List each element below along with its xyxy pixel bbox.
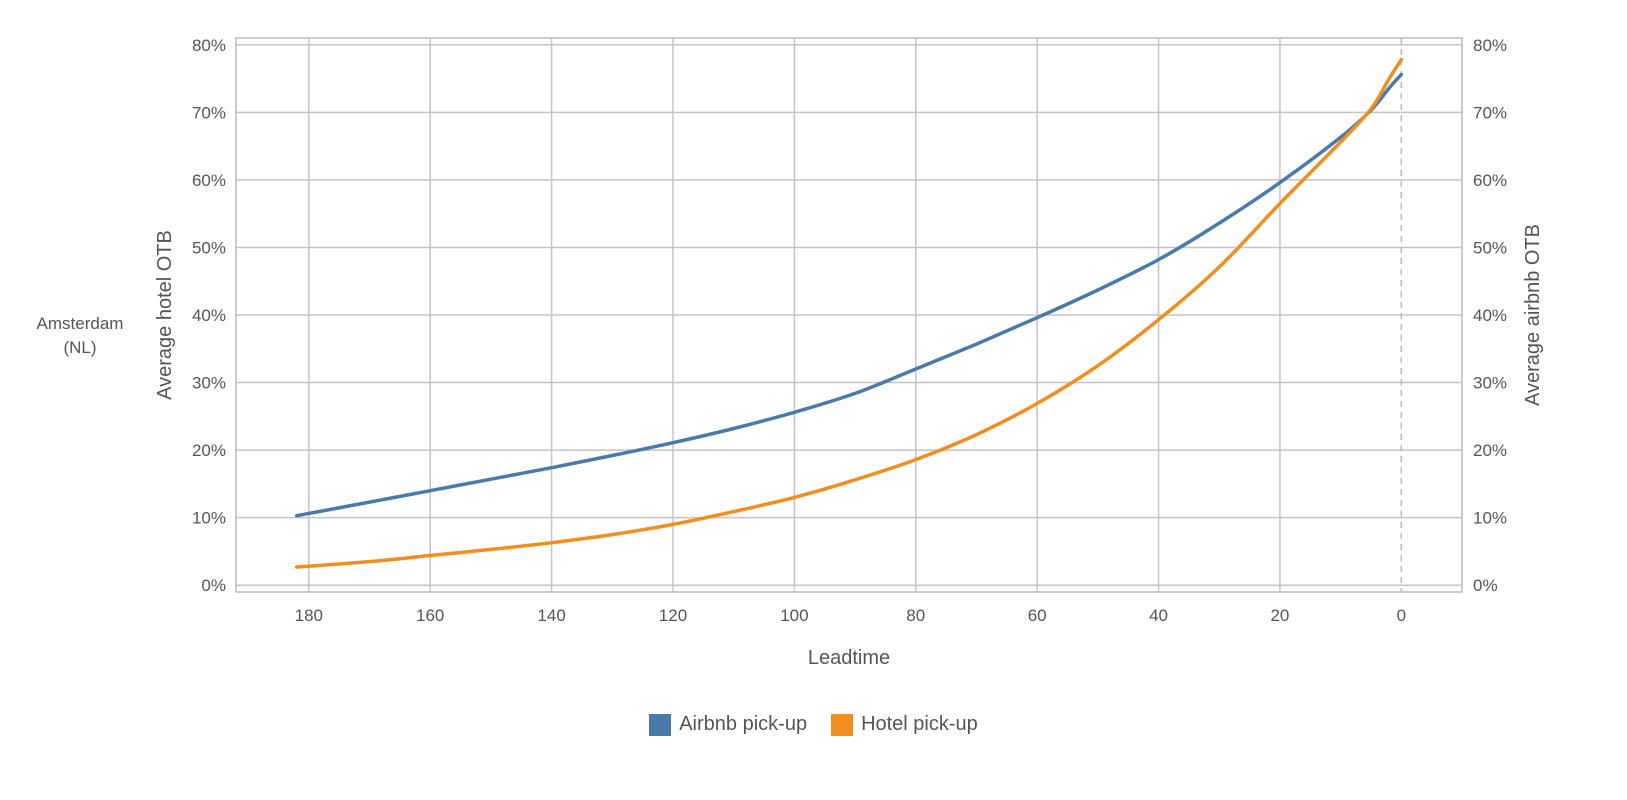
x-tick-label: 140 (537, 606, 565, 625)
right-y-axis-title: Average airbnb OTB (1522, 224, 1544, 406)
legend-swatch-hotel (831, 713, 854, 736)
right-y-tick-label: 30% (1473, 374, 1507, 393)
legend: Airbnb pick-up Hotel pick-up (0, 713, 1627, 736)
x-tick-label: 60 (1028, 606, 1047, 625)
right-y-tick-label: 10% (1473, 509, 1507, 528)
x-tick-label: 80 (906, 606, 925, 625)
x-tick-label: 160 (416, 606, 444, 625)
row-label-line-2: (NL) (63, 338, 97, 357)
left-y-tick-label: 30% (192, 374, 226, 393)
x-tick-label: 0 (1397, 606, 1406, 625)
left-y-tick-label: 60% (192, 171, 226, 190)
left-y-tick-label: 70% (192, 103, 226, 122)
left-y-tick-label: 50% (192, 238, 226, 257)
right-y-tick-label: 70% (1473, 103, 1507, 122)
x-axis-title: Leadtime (808, 647, 890, 669)
x-tick-label: 120 (659, 606, 687, 625)
legend-swatch-airbnb (649, 713, 672, 736)
left-y-axis-title: Average hotel OTB (154, 230, 176, 400)
x-tick-label: 20 (1270, 606, 1289, 625)
left-y-tick-label: 40% (192, 306, 226, 325)
grid (236, 38, 1462, 592)
row-label: Amsterdam (NL) (20, 312, 140, 360)
row-label-line-1: Amsterdam (36, 314, 124, 333)
series-lines (294, 57, 1404, 569)
left-y-tick-label: 0% (201, 576, 226, 595)
legend-label-airbnb: Airbnb pick-up (679, 713, 808, 735)
left-y-tick-label: 20% (192, 441, 226, 460)
left-y-tick-label: 80% (192, 36, 226, 55)
tick-labels: 0% 0% 10% 10% 20% 20% 30% 30% 40% 40% 50% 50% 60% 60%… (192, 36, 1507, 625)
right-y-tick-label: 60% (1473, 171, 1507, 190)
legend-label-hotel: Hotel pick-up (861, 713, 978, 735)
right-y-tick-label: 0% (1473, 576, 1498, 595)
plot-frame (235, 37, 1463, 593)
legend-item-hotel[interactable]: Hotel pick-up (831, 713, 978, 736)
right-y-tick-label: 50% (1473, 238, 1507, 257)
x-tick-label: 100 (780, 606, 808, 625)
x-tick-label: 40 (1149, 606, 1168, 625)
left-y-tick-label: 10% (192, 509, 226, 528)
series-line-airbnb (294, 72, 1404, 518)
x-tick-label: 180 (295, 606, 323, 625)
right-y-tick-label: 20% (1473, 441, 1507, 460)
legend-item-airbnb[interactable]: Airbnb pick-up (649, 713, 807, 736)
right-y-tick-label: 80% (1473, 36, 1507, 55)
series-line-hotel (294, 57, 1404, 569)
right-y-tick-label: 40% (1473, 306, 1507, 325)
